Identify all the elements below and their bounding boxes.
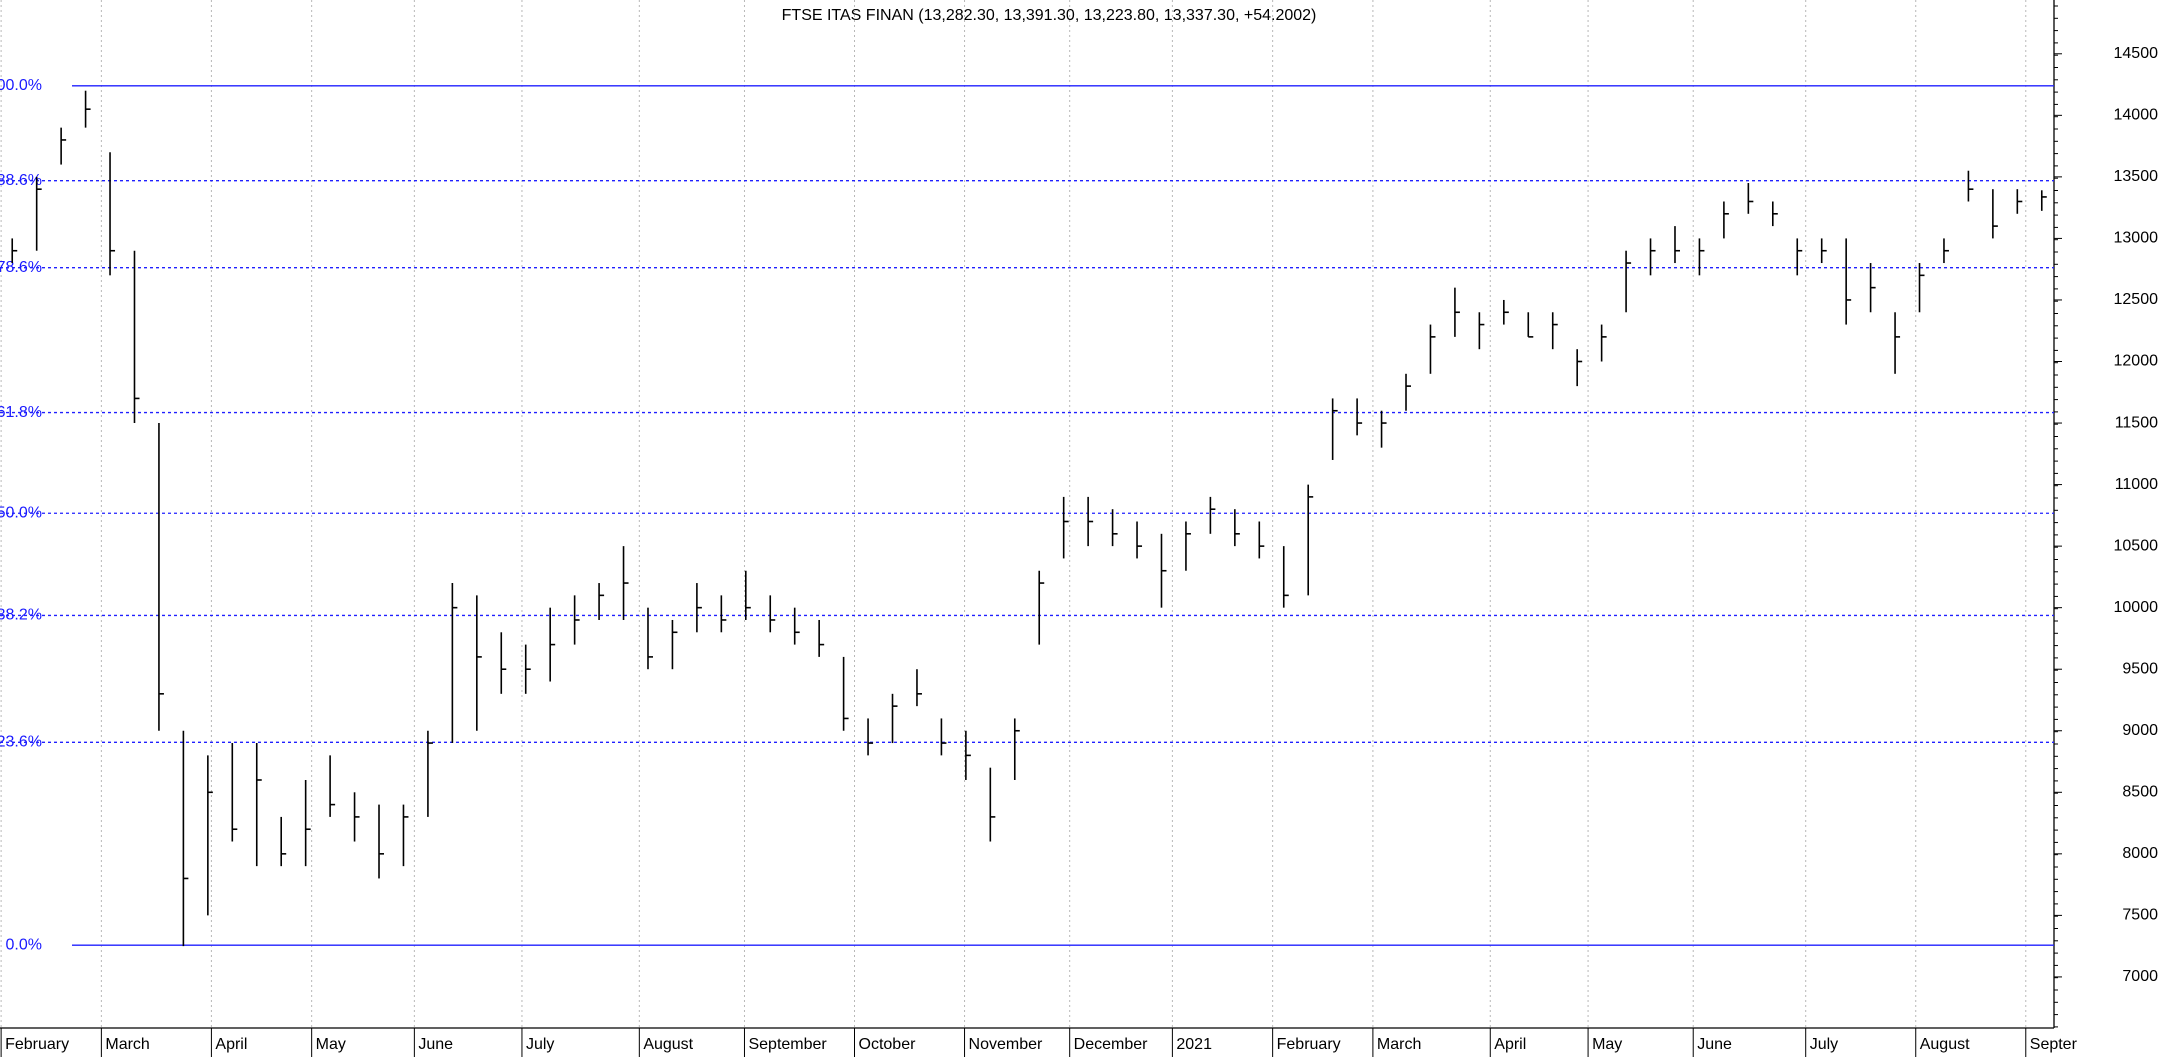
x-tick-label: June (418, 1036, 453, 1053)
fib-label: 78.6% (0, 259, 42, 276)
x-tick-label: June (1697, 1036, 1732, 1053)
x-tick-label: October (859, 1036, 917, 1053)
y-tick-label: 10000 (2114, 599, 2159, 616)
x-tick-label: July (526, 1036, 554, 1053)
x-tick-label: May (316, 1036, 346, 1053)
x-tick-label: July (1810, 1036, 1838, 1053)
x-tick-label: Septer (2030, 1036, 2078, 1053)
y-tick-label: 8000 (2122, 845, 2158, 862)
chart-title: FTSE ITAS FINAN (13,282.30, 13,391.30, 1… (782, 7, 1317, 24)
fib-label: 50.0% (0, 504, 42, 521)
y-tick-label: 13500 (2114, 168, 2159, 185)
x-tick-label: November (969, 1036, 1043, 1053)
x-tick-label: March (1377, 1036, 1421, 1053)
fib-label: 23.6% (0, 734, 42, 751)
y-tick-label: 12500 (2114, 291, 2159, 308)
y-tick-label: 7000 (2122, 968, 2158, 985)
y-tick-label: 9500 (2122, 660, 2158, 677)
y-tick-label: 14000 (2114, 107, 2159, 124)
y-tick-label: 9000 (2122, 722, 2158, 739)
y-tick-label: 10500 (2114, 537, 2159, 554)
x-tick-label: 2021 (1176, 1036, 1212, 1053)
y-tick-label: 13000 (2114, 230, 2159, 247)
fib-label: 100.0% (0, 77, 42, 94)
y-tick-label: 11500 (2115, 414, 2158, 431)
y-tick-label: 12000 (2114, 353, 2159, 370)
fib-label: 61.8% (0, 404, 42, 421)
x-tick-label: February (5, 1036, 69, 1053)
y-tick-label: 8500 (2122, 784, 2158, 801)
x-tick-label: August (1920, 1036, 1970, 1053)
x-tick-label: February (1277, 1036, 1341, 1053)
y-tick-label: 11000 (2115, 476, 2158, 493)
fib-label: 38.2% (0, 607, 42, 624)
x-tick-label: March (105, 1036, 149, 1053)
y-tick-label: 7500 (2122, 907, 2158, 924)
fib-label: 0.0% (6, 936, 42, 953)
x-tick-label: December (1074, 1036, 1148, 1053)
x-tick-label: September (748, 1036, 827, 1053)
y-tick-label: 14500 (2114, 45, 2159, 62)
fib-label: 88.6% (0, 172, 42, 189)
x-tick-label: April (215, 1036, 247, 1053)
x-tick-label: May (1592, 1036, 1622, 1053)
x-tick-label: April (1494, 1036, 1526, 1053)
x-tick-label: August (643, 1036, 693, 1053)
